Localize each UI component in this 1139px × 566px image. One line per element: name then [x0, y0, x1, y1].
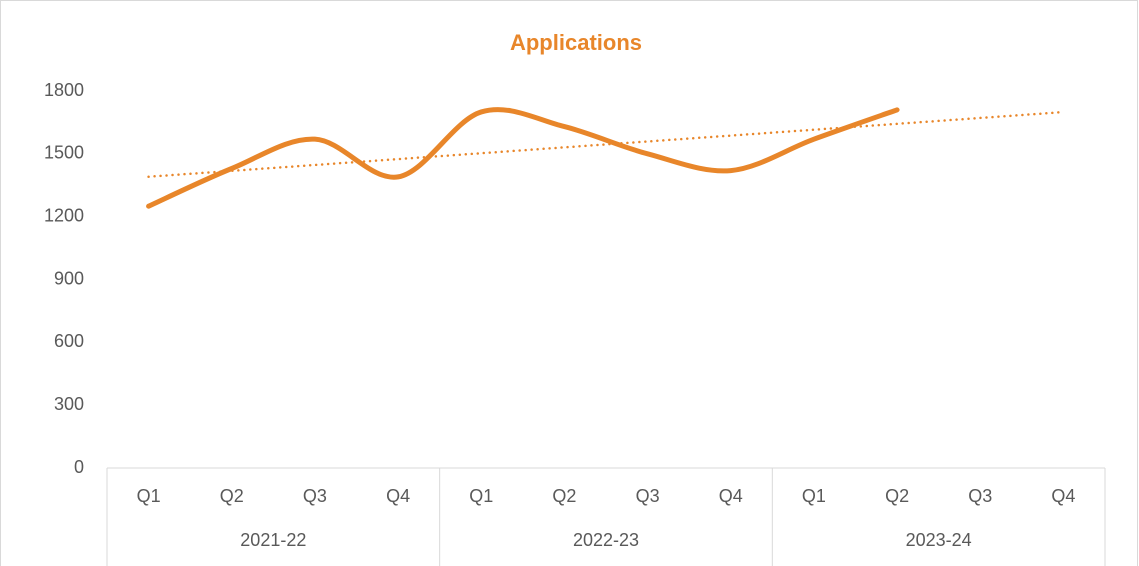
y-tick-label: 1200: [44, 205, 84, 225]
y-tick-label: 300: [54, 394, 84, 414]
x-tick-label: Q4: [719, 486, 743, 506]
series-line: [146, 107, 900, 209]
y-tick-label: 900: [54, 268, 84, 288]
group-label: 2021-22: [240, 530, 306, 550]
y-tick-label: 1800: [44, 80, 84, 100]
group-label: 2023-24: [906, 530, 972, 550]
y-tick-label: 0: [74, 457, 84, 477]
chart-title: Applications: [510, 30, 642, 55]
x-tick-label: Q4: [1051, 486, 1075, 506]
x-tick-label: Q1: [137, 486, 161, 506]
x-tick-label: Q3: [303, 486, 327, 506]
y-tick-label: 600: [54, 331, 84, 351]
y-tick-label: 1500: [44, 143, 84, 163]
x-tick-label: Q2: [220, 486, 244, 506]
x-tick-label: Q4: [386, 486, 410, 506]
x-tick-label: Q3: [968, 486, 992, 506]
x-tick-label: Q2: [552, 486, 576, 506]
x-tick-label: Q2: [885, 486, 909, 506]
x-tick-label: Q1: [469, 486, 493, 506]
x-tick-label: Q3: [636, 486, 660, 506]
x-tick-label: Q1: [802, 486, 826, 506]
group-label: 2022-23: [573, 530, 639, 550]
